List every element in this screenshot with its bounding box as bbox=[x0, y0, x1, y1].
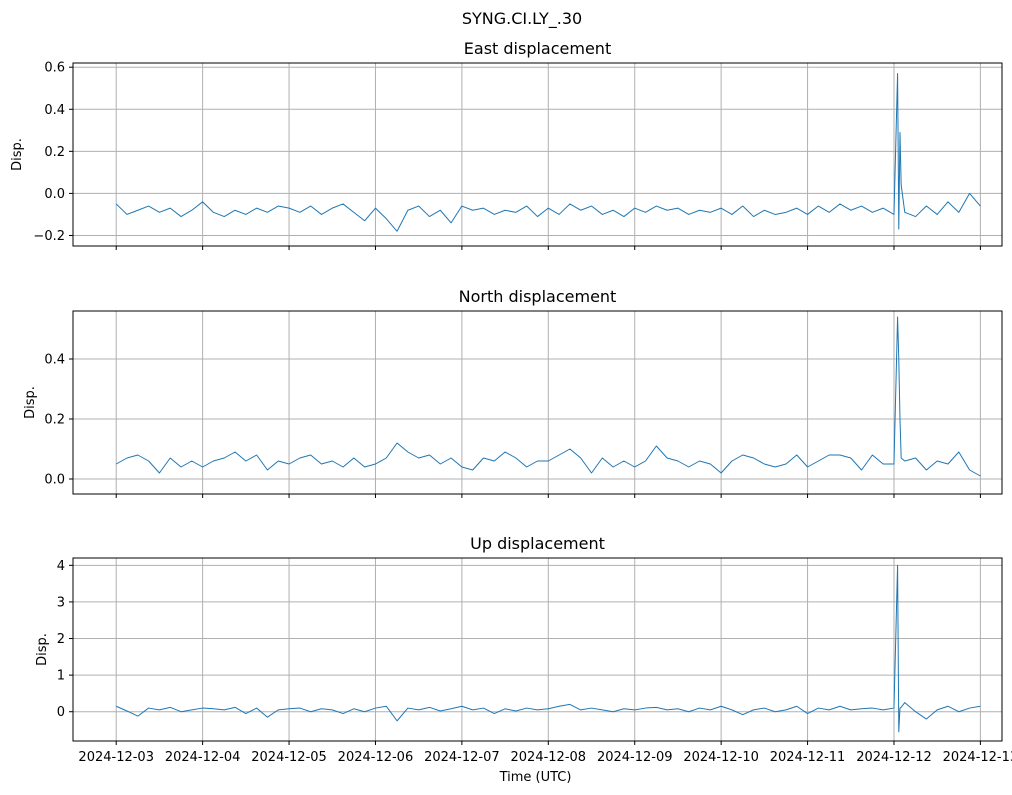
north-displacement-subplot: 0.4 0.2 0.0 North displacement Disp. bbox=[23, 287, 1003, 498]
up-displacement-grid bbox=[73, 558, 1002, 741]
up-displacement-x-tick-label: 2024-12-13 bbox=[943, 750, 1012, 765]
up-displacement-y-axis-label: Disp. bbox=[35, 633, 50, 666]
north-displacement-y-tick-label: 0.0 bbox=[44, 473, 65, 488]
east-displacement-y-tick-label: 0.6 bbox=[44, 61, 65, 76]
north-displacement-series-line bbox=[115, 316, 981, 477]
up-displacement-x-tick-label: 2024-12-12 bbox=[856, 750, 932, 765]
up-displacement-title: Up displacement bbox=[470, 534, 605, 553]
up-displacement-x-tick-label: 2024-12-07 bbox=[424, 750, 500, 765]
up-displacement-y-tick-label: 1 bbox=[57, 669, 65, 684]
up-displacement-x-tick-label: 2024-12-05 bbox=[251, 750, 327, 765]
east-displacement-y-tick-label: −0.2 bbox=[33, 229, 65, 244]
north-displacement-y-tick-label: 0.2 bbox=[44, 413, 65, 428]
east-displacement-axes-frame bbox=[72, 62, 1003, 247]
north-displacement-y-axis-label: Disp. bbox=[23, 386, 38, 419]
figure-suptitle: SYNG.CI.LY_.30 bbox=[462, 9, 582, 29]
up-displacement-x-axis-label: Time (UTC) bbox=[499, 770, 572, 785]
east-displacement-y-tick-label: 0.0 bbox=[44, 187, 65, 202]
east-displacement-subplot: 0.6 0.4 0.2 0.0 −0.2 East displacement Disp. bbox=[10, 39, 1003, 250]
up-displacement-x-tick-label: 2024-12-10 bbox=[683, 750, 759, 765]
up-displacement-y-tick-label: 2 bbox=[57, 632, 65, 647]
east-displacement-title: East displacement bbox=[464, 39, 611, 58]
up-displacement-x-tick-label: 2024-12-08 bbox=[511, 750, 587, 765]
up-displacement-series-line bbox=[116, 564, 981, 733]
up-displacement-y-tick-label: 0 bbox=[57, 705, 65, 720]
east-displacement-y-tick-label: 0.4 bbox=[44, 103, 65, 118]
up-displacement-y-tick-label: 4 bbox=[57, 559, 65, 574]
east-displacement-y-axis-label: Disp. bbox=[10, 138, 25, 171]
east-displacement-grid bbox=[73, 63, 1002, 246]
north-displacement-y-tick-label: 0.4 bbox=[44, 353, 65, 368]
up-displacement-y-tick-label: 3 bbox=[57, 595, 65, 610]
up-displacement-x-tick-label: 2024-12-09 bbox=[597, 750, 673, 765]
north-displacement-axes-frame bbox=[72, 310, 1003, 495]
east-displacement-y-tick-label: 0.2 bbox=[44, 145, 65, 160]
up-displacement-x-tick-label: 2024-12-06 bbox=[338, 750, 414, 765]
up-displacement-subplot: 4 3 2 1 0 2024-12-03 2024-12-04 2024-12-05 2024-… bbox=[35, 534, 1012, 785]
north-displacement-title: North displacement bbox=[459, 287, 617, 306]
east-displacement-series-line bbox=[115, 73, 981, 232]
up-displacement-x-tick-label: 2024-12-11 bbox=[770, 750, 846, 765]
up-displacement-axes-frame bbox=[72, 557, 1003, 742]
up-displacement-x-tick-label: 2024-12-04 bbox=[165, 750, 241, 765]
up-displacement-x-tick-label: 2024-12-03 bbox=[78, 750, 154, 765]
